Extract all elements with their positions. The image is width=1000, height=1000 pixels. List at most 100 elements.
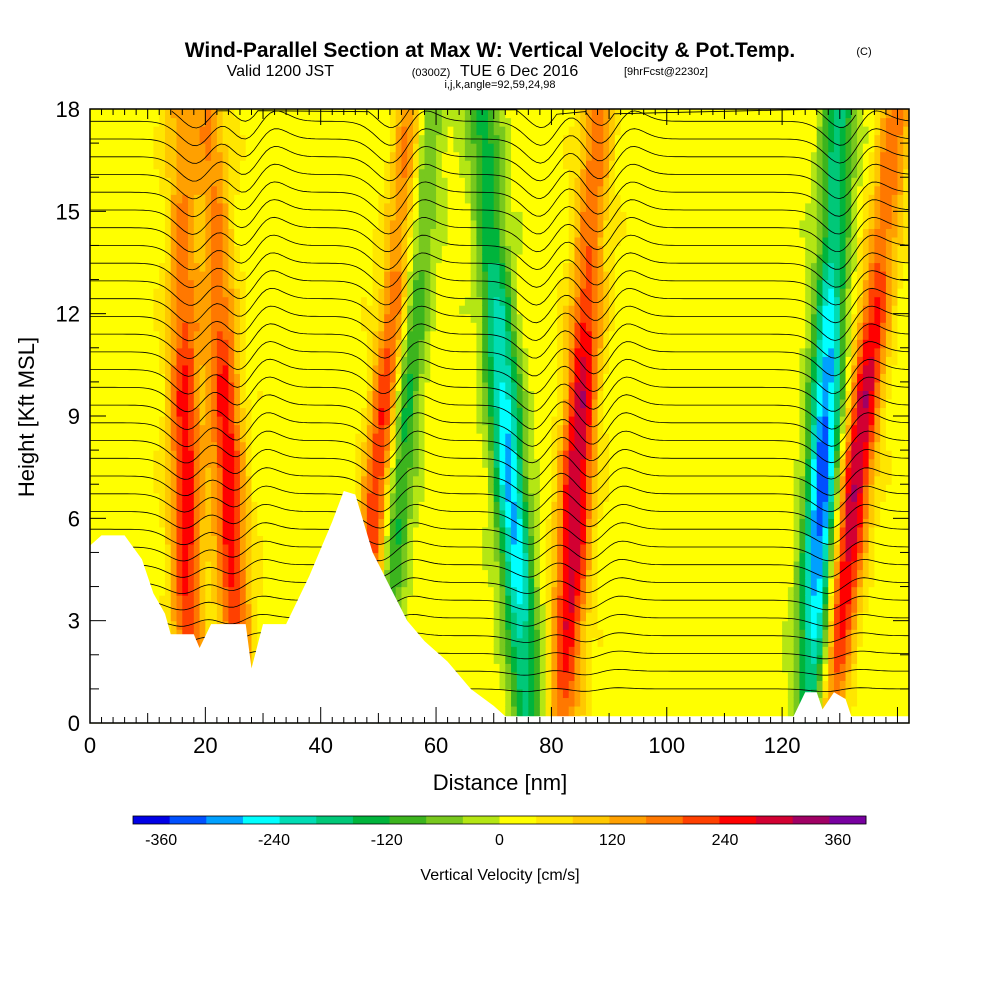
velocity-cell	[216, 518, 224, 528]
velocity-cell	[147, 271, 155, 281]
velocity-cell	[216, 322, 224, 332]
velocity-cell	[309, 347, 316, 357]
velocity-cell	[95, 381, 103, 392]
velocity-cell	[124, 271, 131, 281]
velocity-cell	[211, 168, 218, 178]
velocity-cell	[263, 143, 270, 153]
velocity-cell	[141, 390, 149, 400]
velocity-cell	[118, 518, 126, 528]
velocity-cell	[349, 253, 356, 264]
velocity-cell	[147, 288, 155, 298]
velocity-cell	[453, 407, 460, 417]
velocity-cell	[297, 416, 304, 426]
velocity-cell	[107, 330, 114, 340]
velocity-cell	[136, 109, 143, 119]
velocity-cell	[274, 560, 281, 571]
velocity-cell	[430, 134, 437, 144]
velocity-cell	[303, 416, 310, 426]
velocity-cell	[303, 322, 310, 332]
velocity-cell	[453, 390, 460, 400]
velocity-cell	[326, 168, 333, 178]
velocity-cell	[124, 143, 131, 153]
velocity-cell	[234, 305, 241, 315]
velocity-cell	[291, 356, 299, 366]
velocity-cell	[147, 398, 155, 409]
velocity-cell	[107, 381, 114, 392]
velocity-cell	[159, 126, 166, 136]
velocity-cell	[113, 424, 120, 434]
velocity-cell	[211, 398, 218, 409]
velocity-cell	[193, 151, 201, 161]
velocity-cell	[113, 279, 120, 289]
velocity-cell	[188, 143, 195, 153]
velocity-cell	[372, 543, 379, 554]
velocity-cell	[309, 501, 316, 511]
velocity-cell	[361, 424, 368, 434]
velocity-cell	[424, 228, 431, 238]
velocity-cell	[459, 185, 466, 195]
velocity-cell	[291, 484, 299, 494]
velocity-cell	[216, 552, 224, 562]
velocity-cell	[476, 177, 483, 187]
velocity-cell	[332, 219, 339, 229]
velocity-cell	[412, 467, 420, 477]
velocity-cell	[234, 339, 241, 349]
velocity-cell	[303, 253, 310, 264]
velocity-cell	[395, 228, 403, 238]
velocity-cell	[389, 296, 397, 306]
velocity-cell	[274, 390, 281, 400]
velocity-cell	[182, 236, 189, 247]
velocity-cell	[297, 322, 304, 332]
velocity-cell	[136, 271, 143, 281]
velocity-cell	[343, 398, 351, 409]
velocity-cell	[314, 407, 322, 417]
velocity-cell	[372, 552, 379, 562]
velocity-cell	[199, 279, 206, 289]
velocity-cell	[263, 424, 270, 434]
velocity-cell	[338, 296, 345, 306]
velocity-cell	[326, 416, 333, 426]
velocity-cell	[136, 339, 143, 349]
velocity-cell	[366, 279, 374, 289]
velocity-cell	[164, 219, 172, 229]
velocity-cell	[90, 296, 97, 306]
velocity-cell	[436, 330, 443, 340]
velocity-cell	[136, 543, 143, 554]
velocity-cell	[459, 143, 466, 153]
velocity-cell	[459, 433, 466, 443]
velocity-cell	[199, 526, 206, 536]
velocity-cell	[453, 603, 460, 613]
velocity-cell	[407, 390, 414, 400]
velocity-cell	[280, 578, 287, 588]
velocity-cell	[424, 629, 431, 639]
velocity-cell	[297, 143, 304, 153]
velocity-cell	[297, 296, 304, 306]
velocity-cell	[430, 194, 437, 204]
velocity-cell	[211, 194, 218, 204]
velocity-cell	[118, 390, 126, 400]
velocity-cell	[222, 356, 230, 366]
velocity-cell	[286, 236, 293, 247]
velocity-cell	[199, 484, 206, 494]
velocity-cell	[147, 569, 155, 579]
velocity-cell	[453, 424, 460, 434]
velocity-cell	[274, 288, 281, 298]
velocity-cell	[401, 578, 408, 588]
velocity-cell	[245, 450, 253, 460]
velocity-cell	[291, 458, 299, 468]
velocity-cell	[412, 313, 420, 323]
velocity-cell	[297, 501, 304, 511]
velocity-cell	[211, 202, 218, 212]
velocity-cell	[459, 347, 466, 357]
velocity-cell	[430, 407, 437, 417]
velocity-cell	[239, 262, 247, 272]
velocity-cell	[199, 134, 206, 144]
velocity-cell	[355, 228, 362, 238]
velocity-cell	[314, 543, 322, 554]
velocity-cell	[251, 117, 258, 127]
velocity-cell	[90, 484, 97, 494]
velocity-cell	[401, 552, 408, 562]
velocity-cell	[384, 475, 391, 485]
velocity-cell	[211, 305, 218, 315]
velocity-cell	[274, 509, 281, 519]
